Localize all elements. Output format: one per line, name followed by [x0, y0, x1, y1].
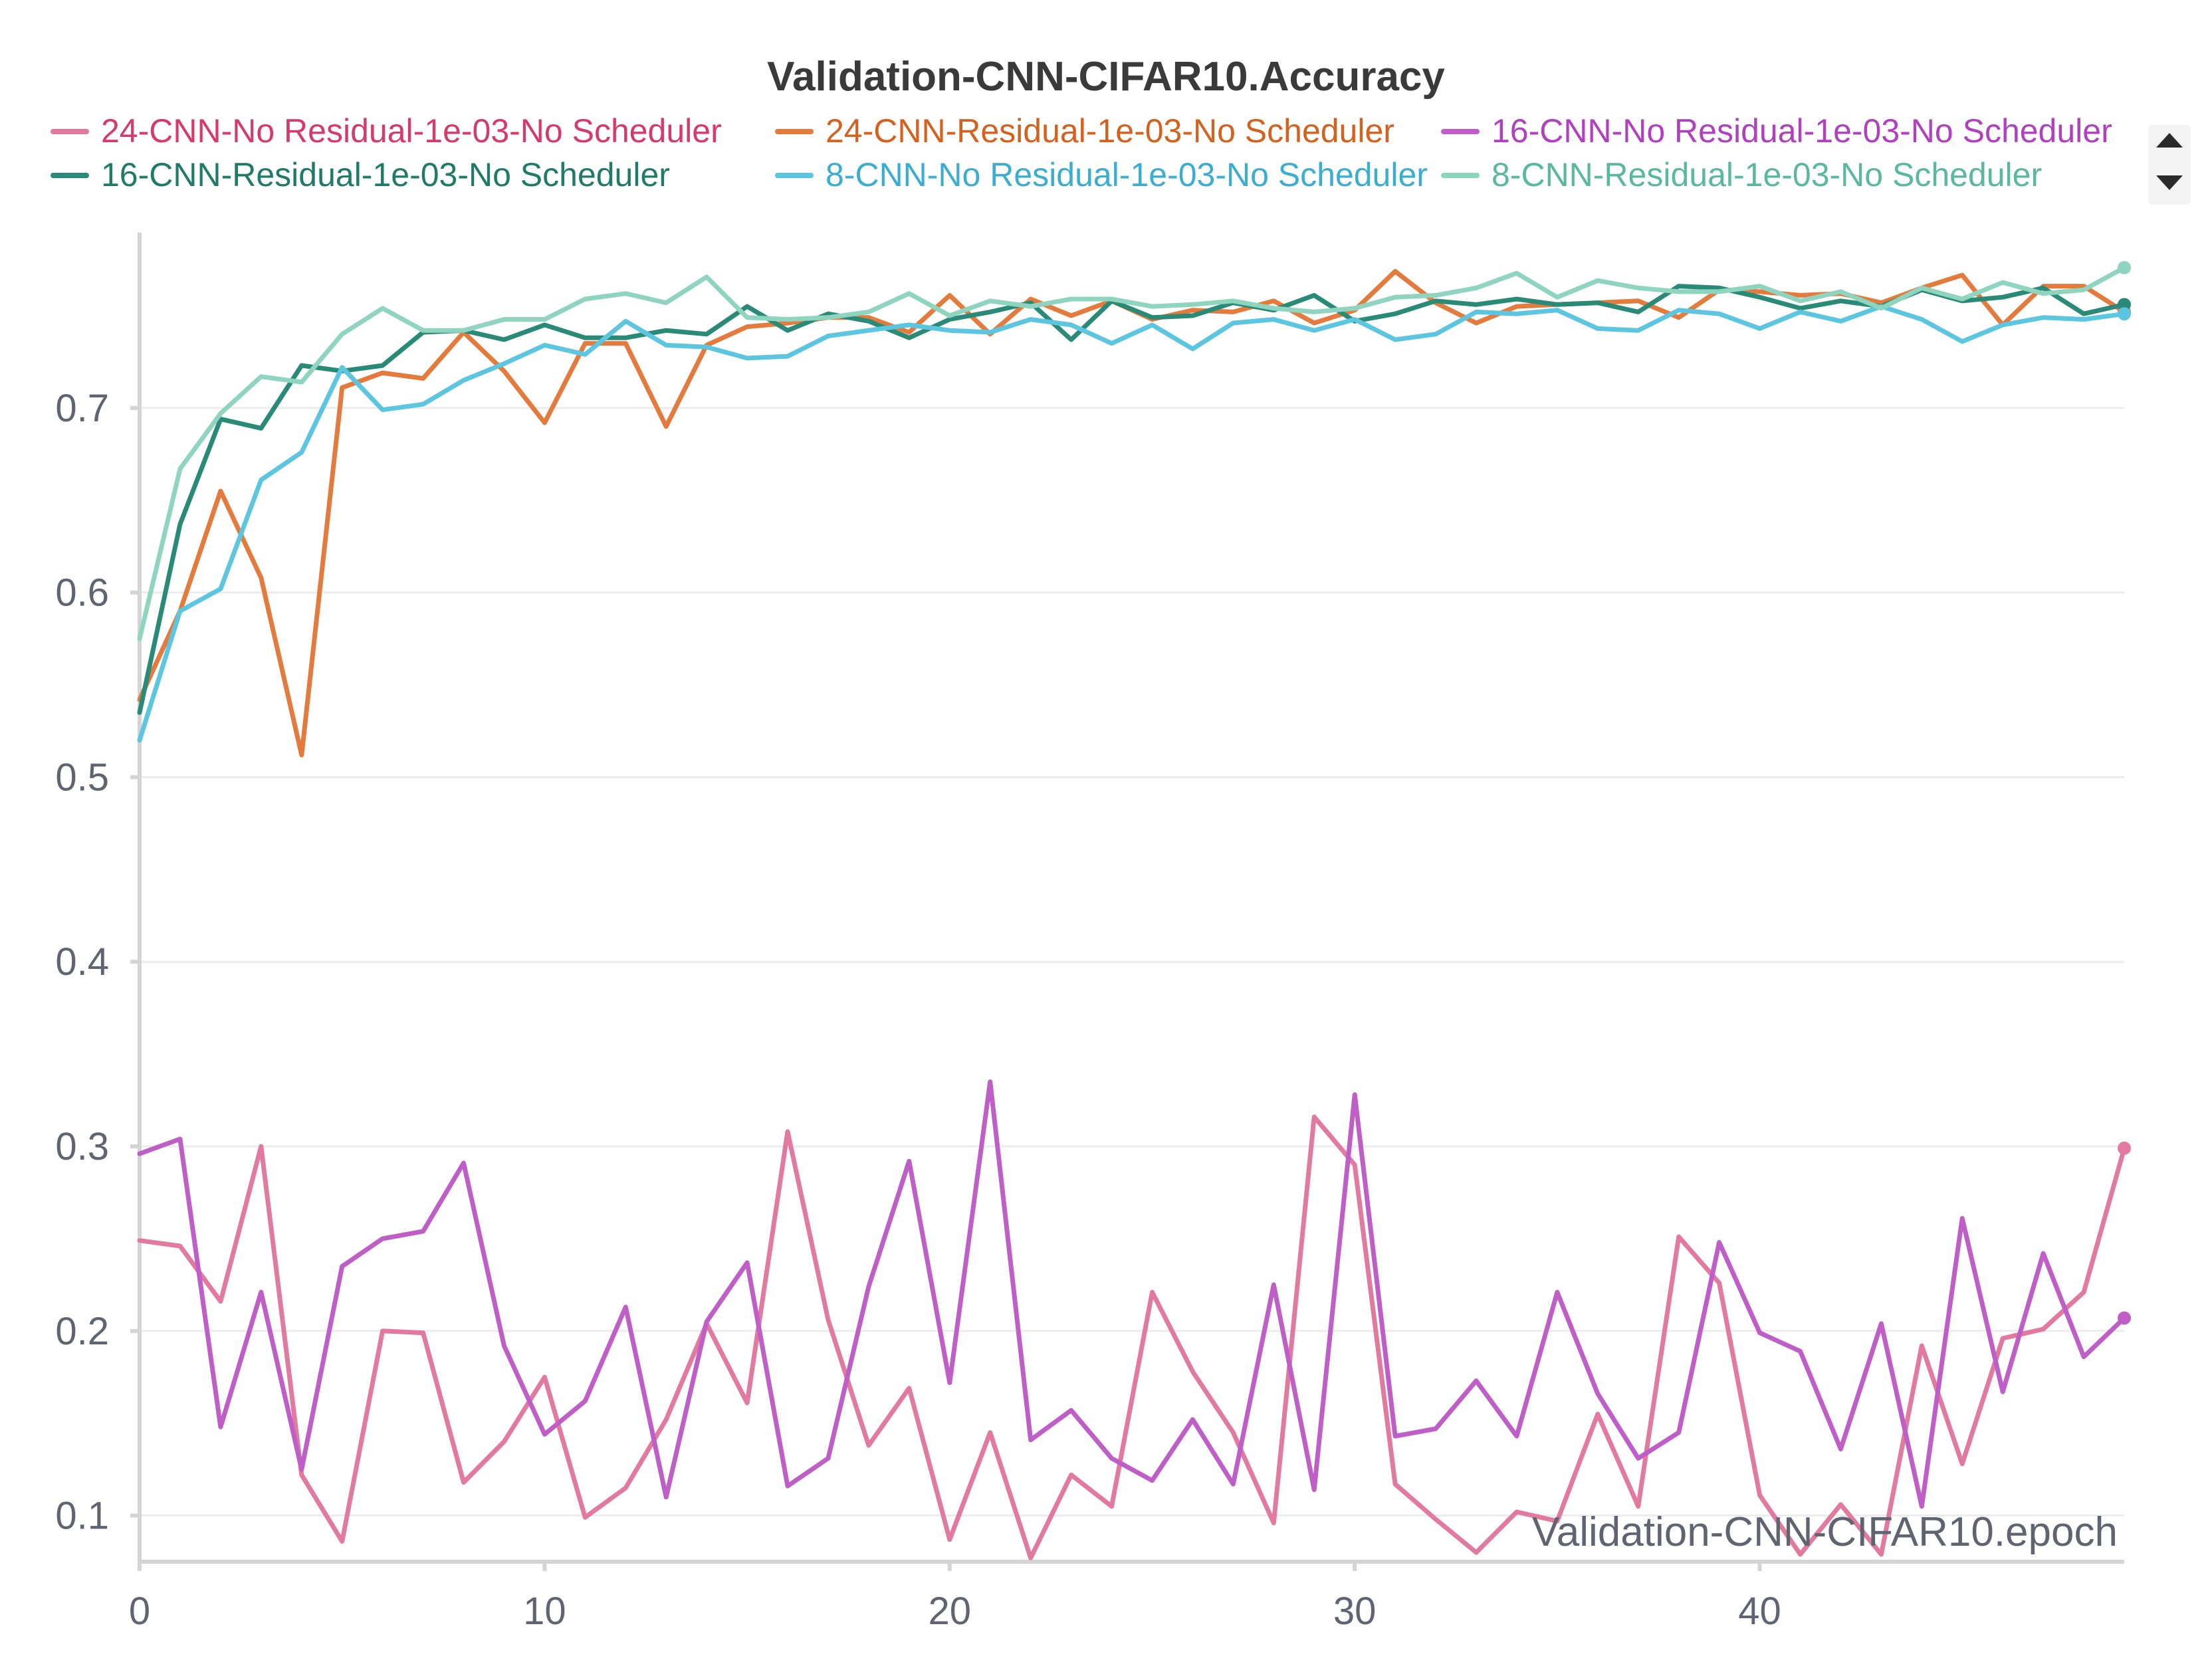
series-end-point-0 — [2118, 1141, 2131, 1155]
y-tick-label: 0.4 — [55, 940, 109, 984]
legend: 24-CNN-No Residual-1e-03-No Scheduler 24-… — [51, 112, 2112, 193]
series-end-point-4 — [2118, 307, 2131, 321]
y-tick-label: 0.6 — [55, 572, 109, 615]
y-tick-label: 0.1 — [55, 1495, 109, 1538]
x-tick-label: 0 — [129, 1590, 150, 1633]
y-tick-label: 0.3 — [55, 1125, 109, 1168]
x-axis-title: Validation-CNN-CIFAR10.epoch — [1532, 1509, 2118, 1555]
legend-label: 16-CNN-No Residual-1e-03-No Scheduler — [1492, 112, 2112, 150]
legend-scroll — [2148, 125, 2191, 205]
x-tick-label: 30 — [1333, 1590, 1377, 1633]
series-end-point-5 — [2118, 261, 2131, 274]
series-line-5 — [137, 265, 2127, 641]
series-end-point-3 — [2118, 298, 2131, 312]
scroll-down-icon[interactable] — [2156, 175, 2183, 190]
x-tick-label: 10 — [523, 1590, 566, 1633]
series-end-point-2 — [2118, 1311, 2131, 1325]
legend-item[interactable]: 24-CNN-Residual-1e-03-No Scheduler — [775, 112, 1394, 150]
grid — [140, 407, 2124, 1517]
series-line-4 — [137, 304, 2127, 743]
legend-item[interactable]: 16-CNN-No Residual-1e-03-No Scheduler — [1441, 112, 2112, 150]
legend-label: 8-CNN-No Residual-1e-03-No Scheduler — [826, 156, 1428, 193]
scroll-up-icon[interactable] — [2156, 133, 2183, 148]
series-line-1 — [137, 268, 2127, 758]
series-line-2 — [137, 1079, 2127, 1509]
series-line-3 — [137, 284, 2127, 715]
legend-item[interactable]: 24-CNN-No Residual-1e-03-No Scheduler — [51, 112, 722, 150]
legend-item[interactable]: 16-CNN-Residual-1e-03-No Scheduler — [51, 156, 670, 193]
legend-label: 24-CNN-Residual-1e-03-No Scheduler — [826, 112, 1394, 150]
chart-title: Validation-CNN-CIFAR10.Accuracy — [767, 54, 1445, 100]
y-tick-label: 0.7 — [55, 387, 109, 430]
y-tick-label: 0.5 — [55, 756, 109, 799]
series-group — [137, 261, 2131, 1560]
legend-label: 24-CNN-No Residual-1e-03-No Scheduler — [101, 112, 722, 150]
y-tick-label: 0.2 — [55, 1310, 109, 1353]
series-line-0 — [137, 1114, 2127, 1560]
legend-label: 8-CNN-Residual-1e-03-No Scheduler — [1492, 156, 2042, 193]
x-tick-label: 20 — [929, 1590, 972, 1633]
axes: 0.1 0.2 0.3 0.4 0.5 0.6 0.7 0 10 20 30 40 — [55, 233, 2124, 1633]
legend-label: 16-CNN-Residual-1e-03-No Scheduler — [101, 156, 670, 193]
legend-item[interactable]: 8-CNN-No Residual-1e-03-No Scheduler — [775, 156, 1428, 193]
legend-item[interactable]: 8-CNN-Residual-1e-03-No Scheduler — [1441, 156, 2042, 193]
x-tick-label: 40 — [1738, 1590, 1781, 1633]
